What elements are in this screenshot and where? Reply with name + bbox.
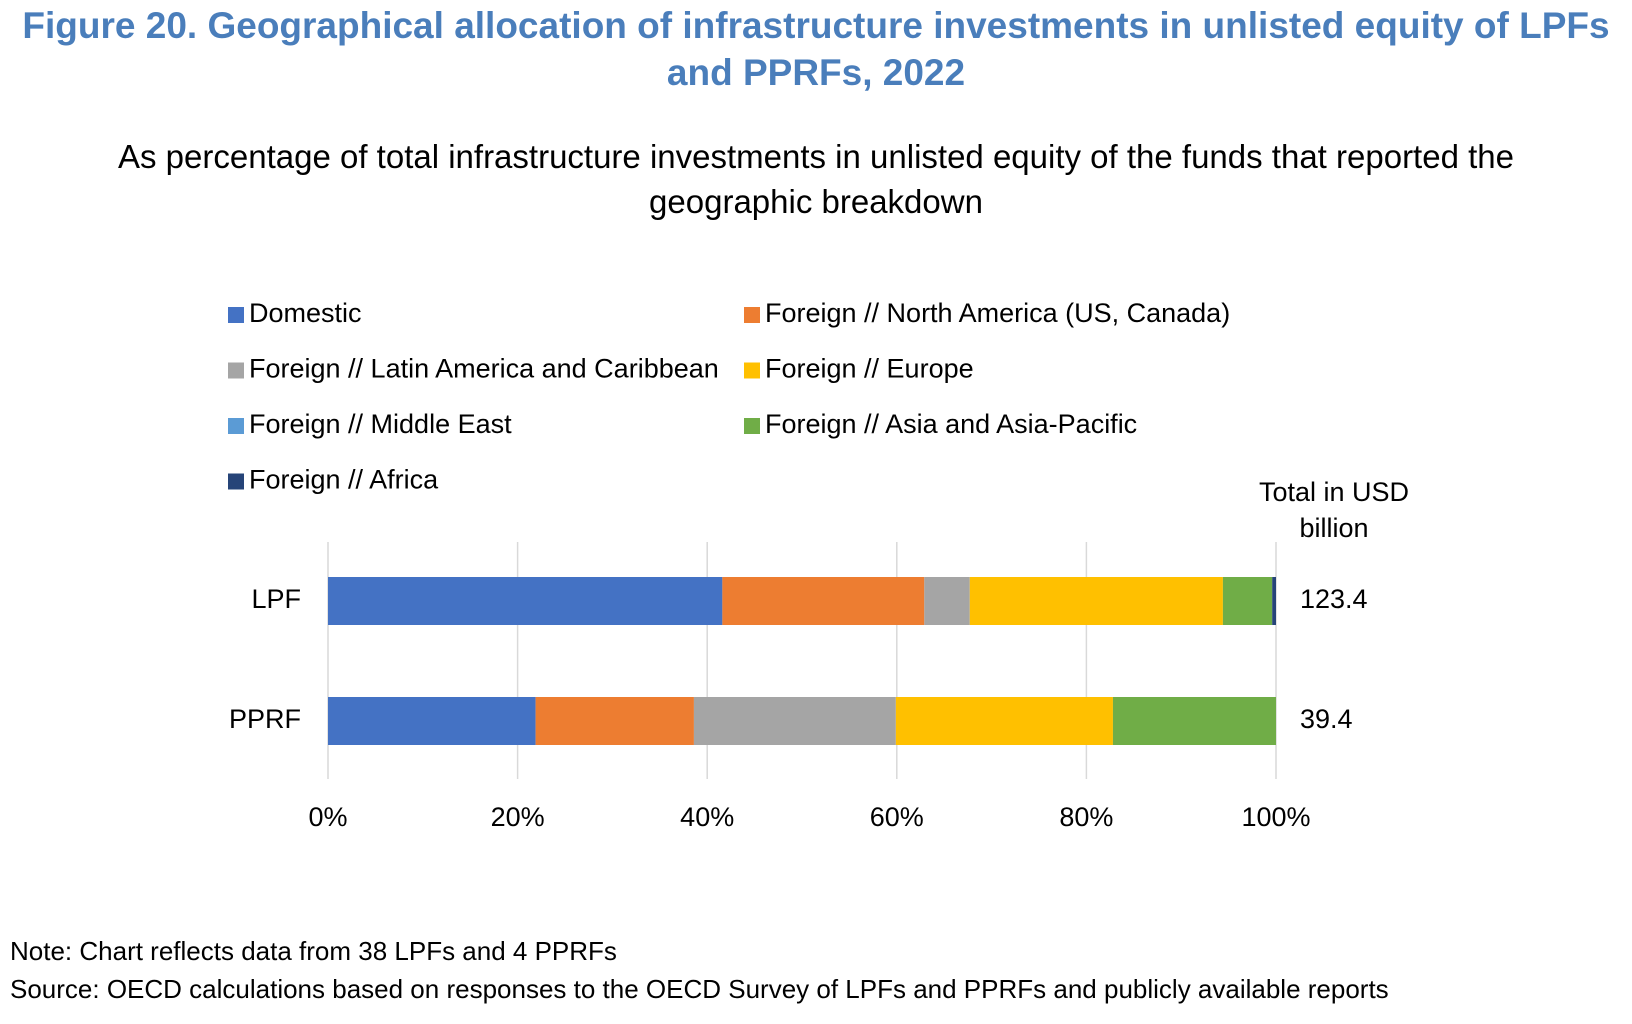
bar-segment bbox=[535, 697, 694, 745]
legend-swatch bbox=[228, 473, 244, 490]
legend-label: Foreign // Africa bbox=[249, 465, 439, 495]
chart-subtitle: As percentage of total infrastructure in… bbox=[118, 138, 1514, 220]
legend-label: Foreign // Asia and Asia-Pacific bbox=[765, 409, 1137, 439]
legend-swatch bbox=[228, 362, 244, 379]
legend-label: Foreign // Middle East bbox=[249, 409, 512, 439]
bar-segment bbox=[924, 577, 970, 625]
legend-swatch bbox=[744, 307, 760, 323]
total-label: 39.4 bbox=[1300, 704, 1353, 734]
bar-segment bbox=[895, 697, 1113, 745]
bar-segment bbox=[1222, 577, 1273, 625]
bar-segment bbox=[969, 577, 1223, 625]
legend-swatch bbox=[744, 362, 760, 379]
chart-title: Figure 20. Geographical allocation of in… bbox=[22, 5, 1610, 93]
legend-swatch bbox=[744, 418, 760, 434]
bar-segment bbox=[328, 577, 723, 625]
legend-swatch bbox=[228, 307, 244, 323]
bar-segment bbox=[693, 697, 896, 745]
legend-label: Foreign // Latin America and Caribbean bbox=[249, 354, 719, 384]
legend-swatch bbox=[228, 418, 244, 434]
note: Note: Chart reflects data from 38 LPFs a… bbox=[10, 936, 617, 966]
x-tick-label: 0% bbox=[308, 802, 347, 832]
x-tick-label: 80% bbox=[1059, 802, 1113, 832]
total-label: 123.4 bbox=[1300, 584, 1368, 614]
x-tick-label: 20% bbox=[491, 802, 545, 832]
x-tick-label: 60% bbox=[870, 802, 924, 832]
bar-segment bbox=[1272, 577, 1276, 625]
x-tick-label: 100% bbox=[1241, 802, 1310, 832]
bar-segment bbox=[1112, 697, 1276, 745]
legend-label: Foreign // Europe bbox=[765, 354, 974, 384]
totals-header: Total in USD billion bbox=[1258, 477, 1410, 543]
legend-label: Domestic bbox=[249, 298, 362, 328]
x-tick-label: 40% bbox=[680, 802, 734, 832]
bar-segment bbox=[328, 697, 536, 745]
source: Source: OECD calculations based on respo… bbox=[10, 974, 1389, 1004]
legend-label: Foreign // North America (US, Canada) bbox=[765, 298, 1230, 328]
y-tick-label: LPF bbox=[251, 584, 301, 614]
bar-segment bbox=[722, 577, 925, 625]
y-tick-label: PPRF bbox=[229, 704, 301, 734]
